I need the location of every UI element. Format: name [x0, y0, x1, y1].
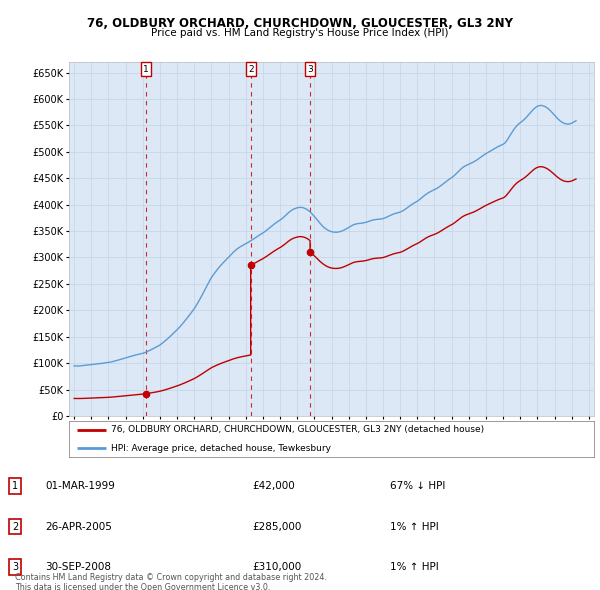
Text: 1% ↑ HPI: 1% ↑ HPI: [390, 562, 439, 572]
Text: £42,000: £42,000: [252, 481, 295, 491]
Text: 67% ↓ HPI: 67% ↓ HPI: [390, 481, 445, 491]
Text: 01-MAR-1999: 01-MAR-1999: [45, 481, 115, 491]
Text: Price paid vs. HM Land Registry's House Price Index (HPI): Price paid vs. HM Land Registry's House …: [151, 28, 449, 38]
Text: Contains HM Land Registry data © Crown copyright and database right 2024.: Contains HM Land Registry data © Crown c…: [15, 573, 327, 582]
Text: 26-APR-2005: 26-APR-2005: [45, 522, 112, 532]
Text: 1: 1: [12, 481, 18, 491]
Text: 1: 1: [143, 64, 149, 74]
Text: £285,000: £285,000: [252, 522, 301, 532]
Text: 2: 2: [12, 522, 18, 532]
Text: This data is licensed under the Open Government Licence v3.0.: This data is licensed under the Open Gov…: [15, 583, 271, 590]
Text: £310,000: £310,000: [252, 562, 301, 572]
Text: 2: 2: [248, 64, 254, 74]
Text: 30-SEP-2008: 30-SEP-2008: [45, 562, 111, 572]
Text: HPI: Average price, detached house, Tewkesbury: HPI: Average price, detached house, Tewk…: [111, 444, 331, 453]
Text: 3: 3: [12, 562, 18, 572]
Text: 3: 3: [307, 64, 313, 74]
Text: 1% ↑ HPI: 1% ↑ HPI: [390, 522, 439, 532]
Text: 76, OLDBURY ORCHARD, CHURCHDOWN, GLOUCESTER, GL3 2NY: 76, OLDBURY ORCHARD, CHURCHDOWN, GLOUCES…: [87, 17, 513, 30]
Text: 76, OLDBURY ORCHARD, CHURCHDOWN, GLOUCESTER, GL3 2NY (detached house): 76, OLDBURY ORCHARD, CHURCHDOWN, GLOUCES…: [111, 425, 484, 434]
